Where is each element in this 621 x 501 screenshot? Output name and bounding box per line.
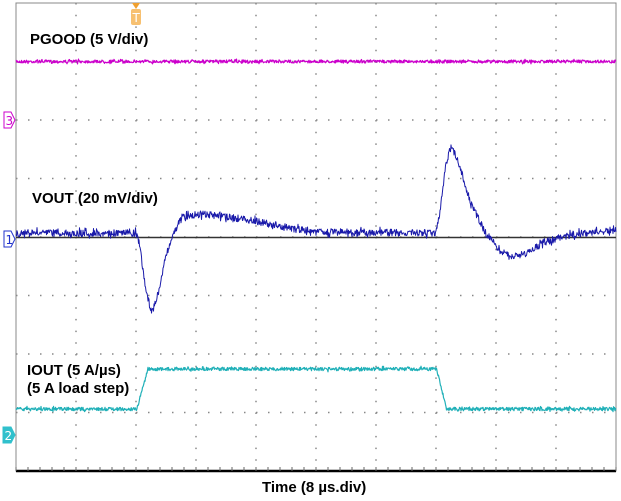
vout-label: VOUT (20 mV/div): [32, 190, 158, 207]
iout-sublabel: (5 A load step): [27, 380, 130, 397]
trigger-marker: T: [131, 3, 141, 25]
vout-trace: [15, 144, 617, 314]
x-axis-label: Time (8 µs.div): [262, 479, 367, 496]
channel-2-marker: 2: [2, 426, 16, 444]
channel-3-label: 3: [6, 114, 14, 128]
iout-trace: [15, 365, 617, 413]
channel-2-label: 2: [5, 429, 13, 443]
channel-1-marker: 1: [3, 230, 16, 248]
traces: [15, 58, 617, 413]
trigger-label: T: [132, 11, 141, 25]
pgood-label: PGOOD (5 V/div): [30, 31, 149, 48]
channel-1-label: 1: [6, 233, 14, 247]
pgood-trace: [15, 58, 617, 65]
channel-3-marker: 3: [3, 111, 16, 129]
iout-label: IOUT (5 A/µs): [27, 362, 121, 379]
